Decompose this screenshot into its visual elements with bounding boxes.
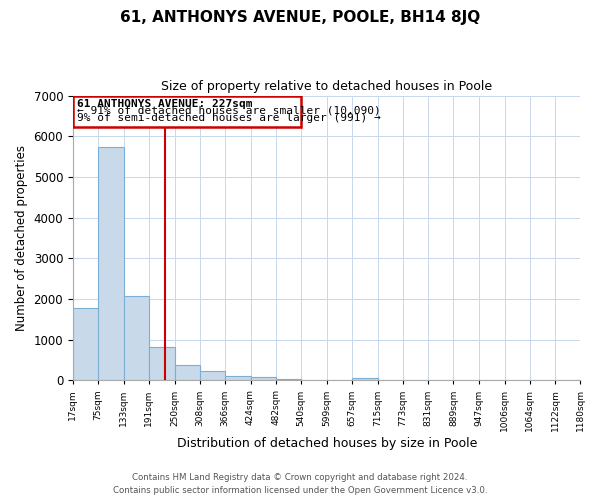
Text: 61, ANTHONYS AVENUE, POOLE, BH14 8JQ: 61, ANTHONYS AVENUE, POOLE, BH14 8JQ [120,10,480,25]
Bar [200,372,225,380]
Bar [98,147,124,380]
Text: 9% of semi-detached houses are larger (991) →: 9% of semi-detached houses are larger (9… [77,113,381,123]
Y-axis label: Number of detached properties: Number of detached properties [15,145,28,331]
Bar [149,347,175,380]
Bar [175,365,200,380]
Bar [352,378,377,380]
Title: Size of property relative to detached houses in Poole: Size of property relative to detached ho… [161,80,492,93]
Bar [276,378,301,380]
Bar [225,376,251,380]
Text: 61 ANTHONYS AVENUE: 227sqm: 61 ANTHONYS AVENUE: 227sqm [77,99,253,109]
Text: ← 91% of detached houses are smaller (10,090): ← 91% of detached houses are smaller (10… [77,106,381,116]
X-axis label: Distribution of detached houses by size in Poole: Distribution of detached houses by size … [176,437,477,450]
Text: Contains HM Land Registry data © Crown copyright and database right 2024.
Contai: Contains HM Land Registry data © Crown c… [113,474,487,495]
Bar [73,308,98,380]
Bar [124,296,149,380]
Bar [73,96,301,127]
Bar [251,378,276,380]
